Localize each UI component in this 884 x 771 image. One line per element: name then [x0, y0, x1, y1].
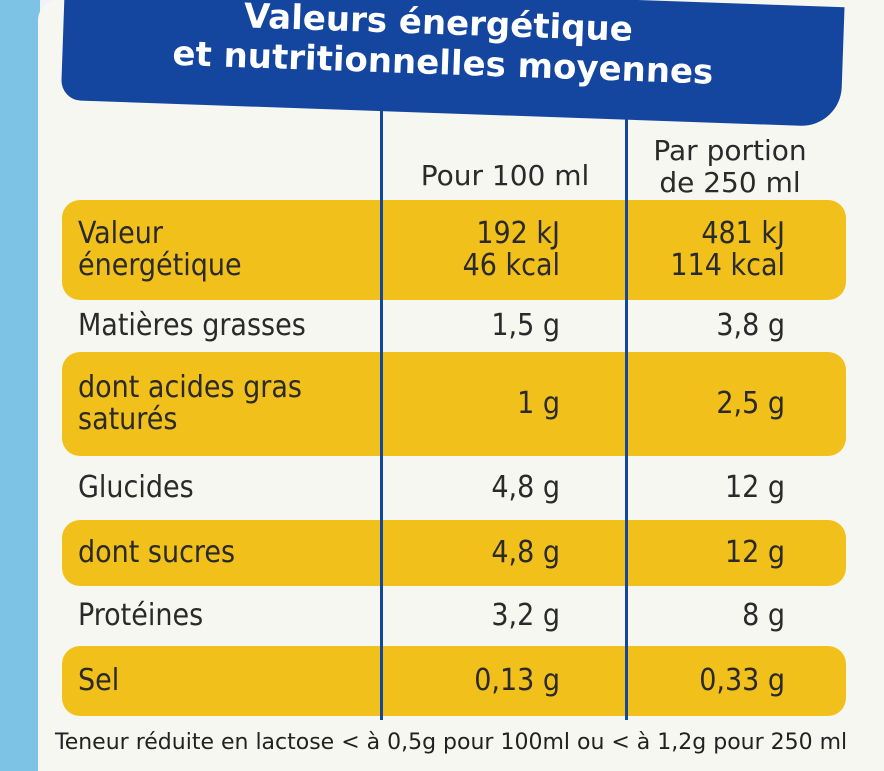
row-band	[62, 646, 846, 716]
row-label: dont sucres	[78, 535, 236, 570]
cell-value: 4,8 g	[491, 470, 560, 505]
row-label: Matières grasses	[78, 308, 306, 343]
column-header: Pour 100 ml	[420, 159, 590, 192]
cell-value: 4,8 g	[491, 535, 560, 570]
cell-value: 1 g	[517, 386, 560, 421]
row-label: Glucides	[78, 470, 194, 505]
row-label: énergétique	[78, 248, 242, 283]
row-label: Protéines	[78, 598, 204, 633]
row-band	[62, 520, 846, 586]
cell-value: 2,5 g	[716, 386, 785, 421]
cell-value: 12 g	[724, 535, 785, 570]
cell-value: 8 g	[742, 598, 785, 633]
cell-value: 0,13 g	[474, 663, 560, 698]
column-header: Par portion de 250 ml	[653, 134, 807, 199]
column-divider	[380, 110, 383, 720]
cell-value: 114 kcal	[670, 248, 785, 283]
footnote: Teneur réduite en lactose < à 0,5g pour …	[55, 730, 848, 755]
row-band	[62, 352, 846, 456]
cell-value: 192 kJ	[476, 216, 560, 251]
row-label: Valeur	[78, 216, 163, 251]
column-divider	[625, 110, 628, 720]
cell-value: 3,8 g	[716, 308, 785, 343]
row-label: dont acides gras	[78, 370, 302, 405]
cell-value: 3,2 g	[491, 598, 560, 633]
cell-value: 46 kcal	[462, 248, 560, 283]
side-strip	[0, 0, 40, 771]
cell-value: 12 g	[724, 470, 785, 505]
row-label: Sel	[78, 663, 120, 698]
cell-value: 1,5 g	[491, 308, 560, 343]
title-line: et nutritionnelles moyennes	[171, 33, 714, 93]
row-band	[62, 200, 846, 300]
cell-value: 0,33 g	[699, 663, 785, 698]
cell-value: 481 kJ	[701, 216, 785, 251]
row-label: saturés	[78, 402, 178, 437]
